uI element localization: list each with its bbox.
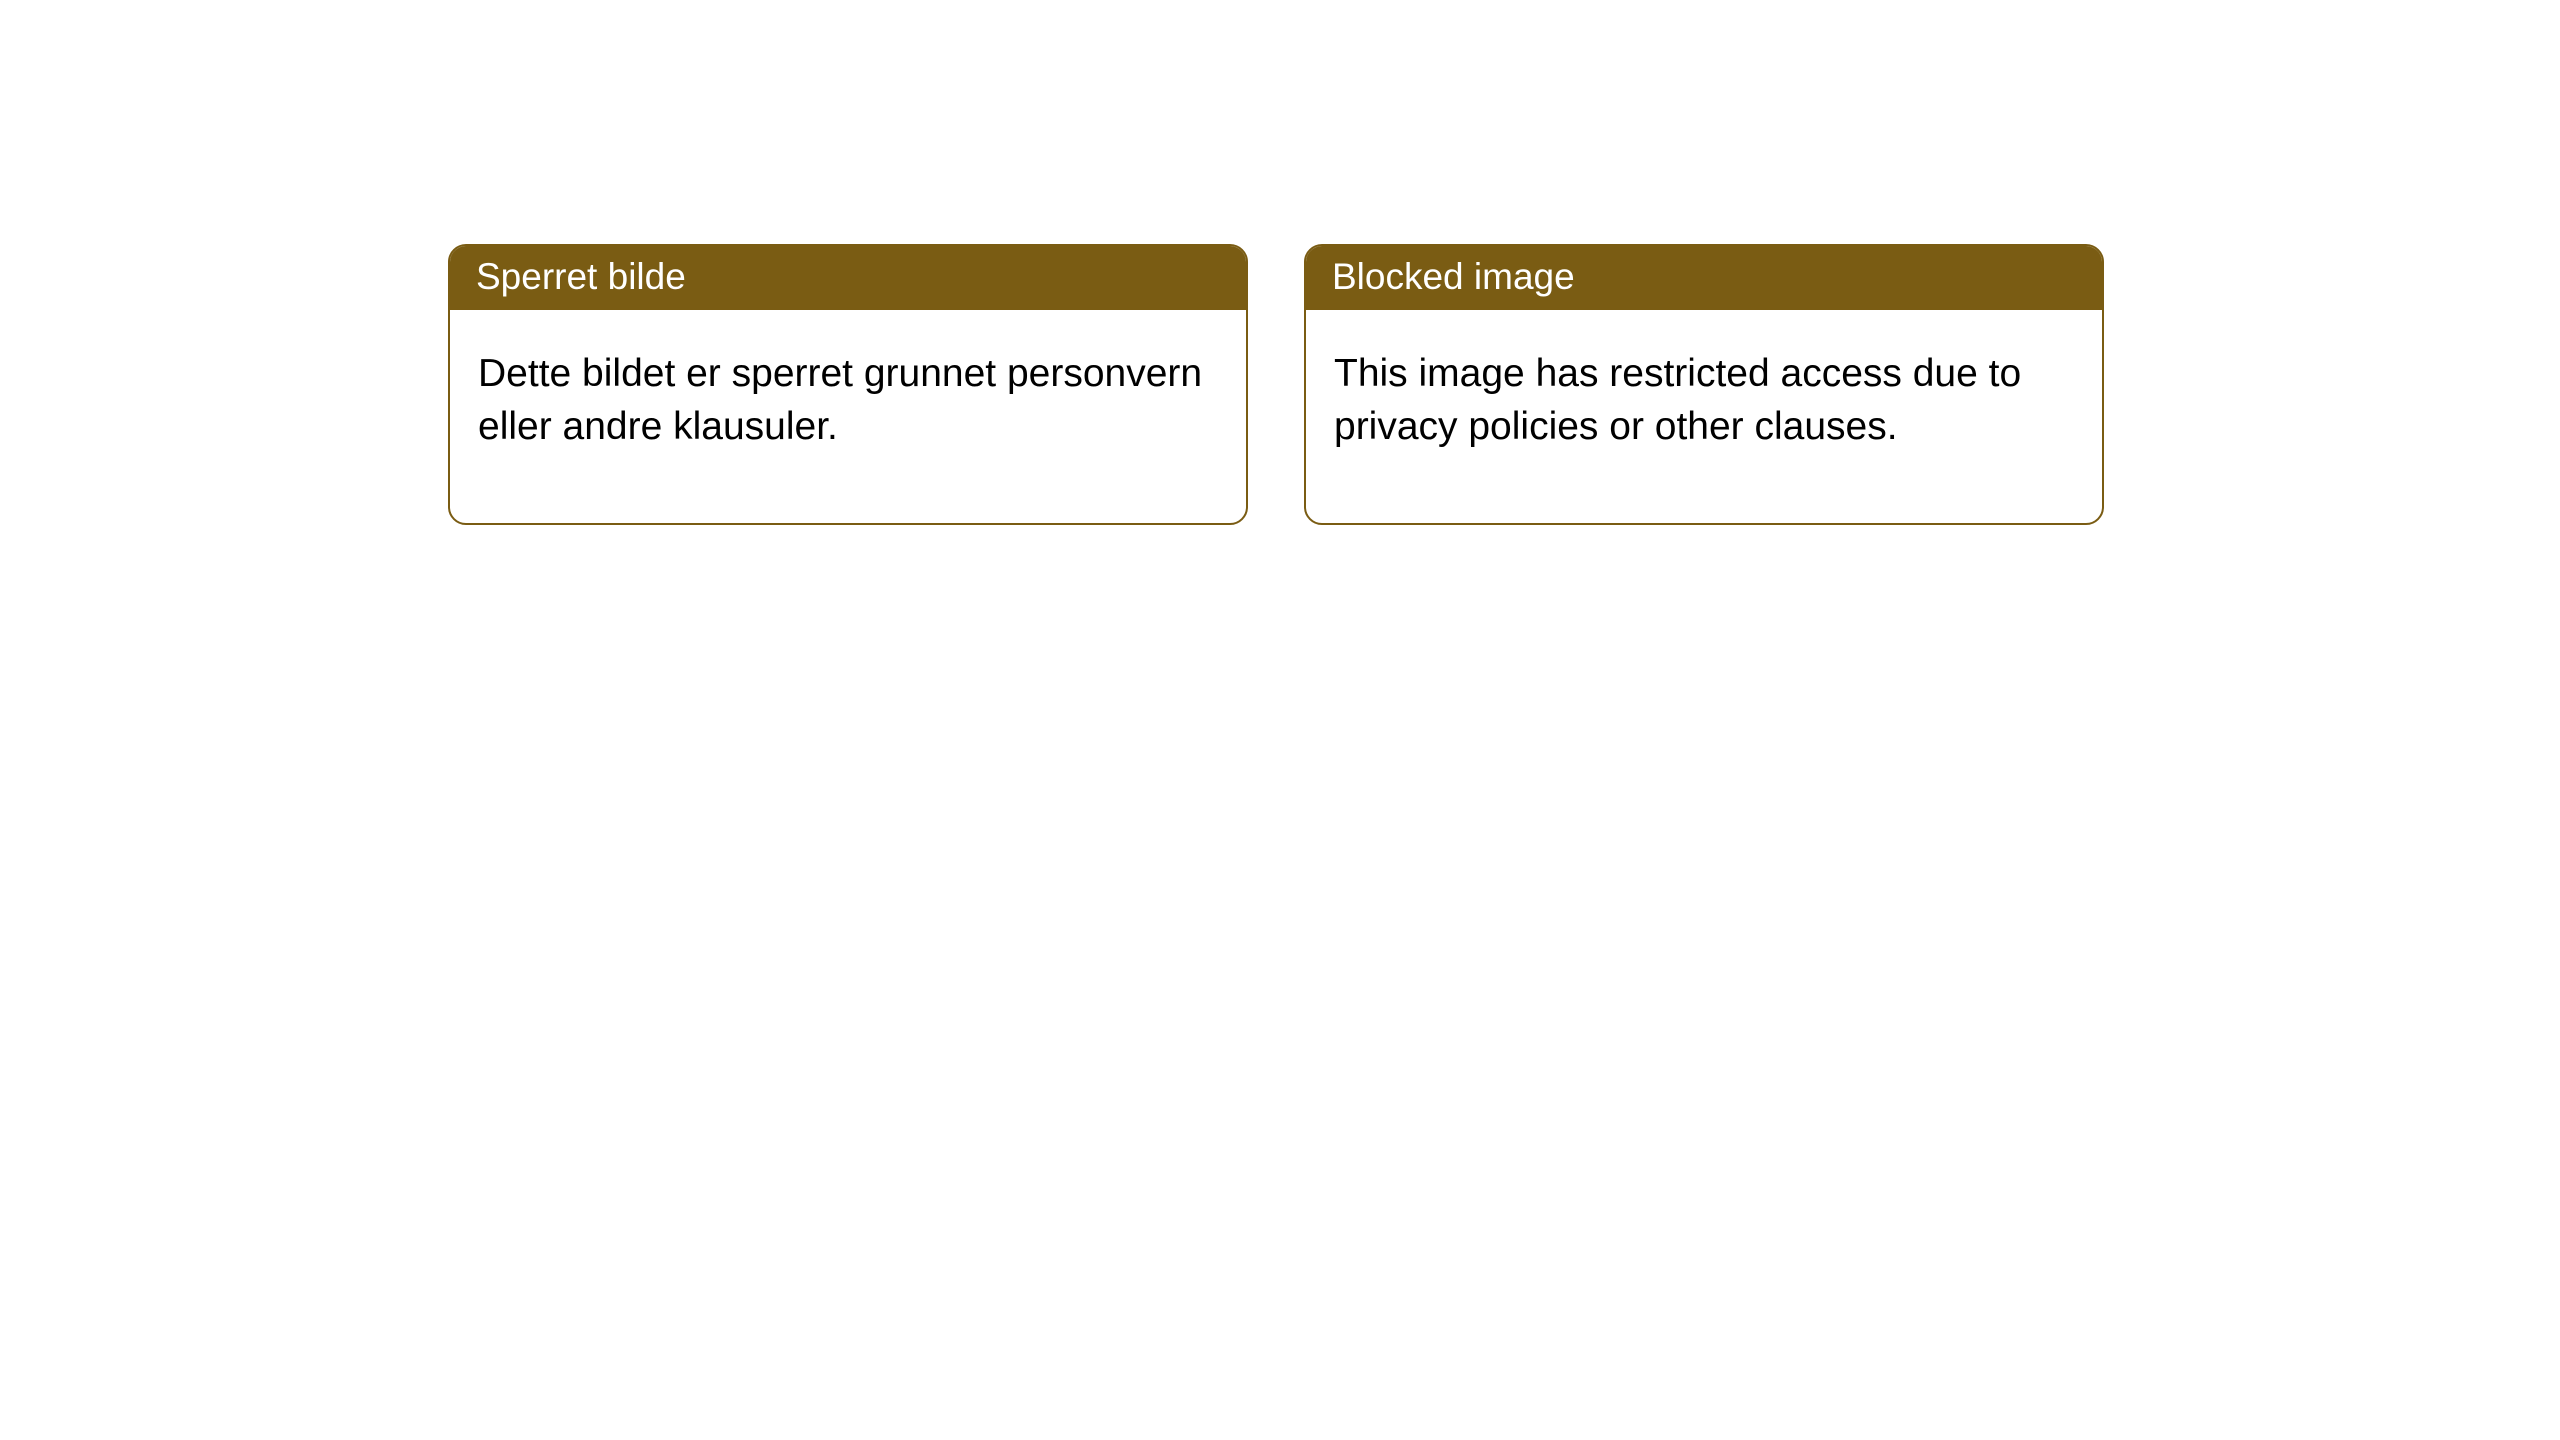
notice-container: Sperret bilde Dette bildet er sperret gr… [0,0,2560,525]
notice-card-english: Blocked image This image has restricted … [1304,244,2104,525]
notice-title-norwegian: Sperret bilde [450,246,1246,310]
notice-title-english: Blocked image [1306,246,2102,310]
notice-body-english: This image has restricted access due to … [1306,310,2102,523]
notice-body-norwegian: Dette bildet er sperret grunnet personve… [450,310,1246,523]
notice-card-norwegian: Sperret bilde Dette bildet er sperret gr… [448,244,1248,525]
